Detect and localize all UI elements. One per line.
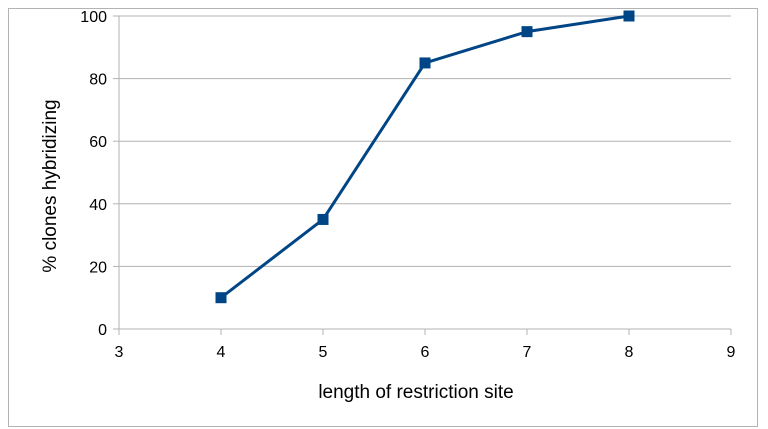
data-point-marker <box>623 10 635 22</box>
y-tick-label: 0 <box>98 322 107 339</box>
x-tick-label: 8 <box>625 344 634 361</box>
data-point-marker <box>419 57 431 69</box>
series-line-layer <box>215 10 635 304</box>
y-tick-label: 80 <box>89 72 107 89</box>
x-tick-label: 5 <box>319 344 328 361</box>
y-tick-label: 100 <box>80 9 107 26</box>
x-tick-label: 4 <box>217 344 226 361</box>
x-tick-label: 3 <box>115 344 124 361</box>
x-tick-label: 6 <box>421 344 430 361</box>
x-axis-title: length of restriction site <box>318 382 513 403</box>
data-point-marker <box>317 213 329 225</box>
data-point-marker <box>521 26 533 38</box>
x-tick-label: 9 <box>727 344 736 361</box>
x-tick-labels: 3 4 5 6 7 8 9 <box>115 344 736 361</box>
data-point-marker <box>215 292 227 304</box>
y-tick-labels: 0 20 40 60 80 100 <box>80 9 107 339</box>
y-axis-title: % clones hybridizing <box>40 99 61 272</box>
axes <box>113 15 732 335</box>
y-tick-label: 40 <box>89 197 107 214</box>
y-tick-label: 20 <box>89 259 107 276</box>
x-tick-label: 7 <box>523 344 532 361</box>
y-tick-label: 60 <box>89 134 107 151</box>
chart-frame <box>8 8 758 427</box>
